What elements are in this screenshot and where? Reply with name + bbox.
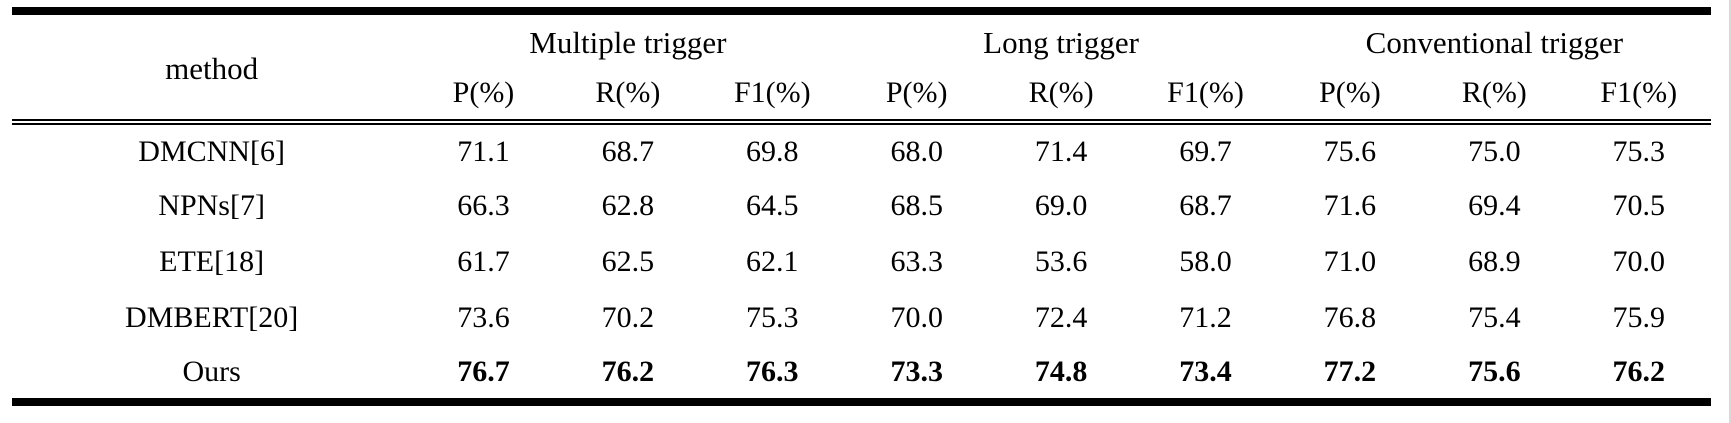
metric-cell: 69.4 xyxy=(1468,189,1521,222)
metric-cell: 66.3 xyxy=(457,189,510,222)
metric-cell: 73.6 xyxy=(457,301,510,334)
metric-cell: 75.6 xyxy=(1468,355,1521,388)
results-table: method Multiple trigger Long trigger Con… xyxy=(12,7,1711,406)
method-column-header: method xyxy=(12,11,412,125)
metric-cell: 76.7 xyxy=(457,355,510,388)
metric-cell: 76.3 xyxy=(746,355,799,388)
metric-cell: 70.0 xyxy=(890,301,943,334)
subheader-precision: P(%) xyxy=(1277,67,1423,125)
subheader-f1: F1(%) xyxy=(1133,67,1278,125)
table-row-ete: ETE[18] 61.7 62.5 62.1 63.3 53.6 58.0 71… xyxy=(12,234,1711,290)
header-group-row: method Multiple trigger Long trigger Con… xyxy=(12,11,1711,125)
metric-cell: 69.8 xyxy=(746,134,799,168)
subheader-precision: P(%) xyxy=(411,67,556,125)
metric-cell: 73.4 xyxy=(1179,355,1232,388)
metric-cell: 75.3 xyxy=(746,301,799,334)
subheader-f1: F1(%) xyxy=(700,67,845,125)
metric-cell: 70.0 xyxy=(1612,245,1666,278)
table-row-npns: NPNs[7] 66.3 62.8 64.5 68.5 69.0 68.7 71… xyxy=(12,178,1711,234)
metric-cell: 71.2 xyxy=(1179,301,1232,334)
subheader-recall: R(%) xyxy=(1422,67,1567,125)
metric-cell: 71.0 xyxy=(1323,245,1377,278)
metric-cell: 76.2 xyxy=(1612,355,1666,388)
metric-cell: 70.2 xyxy=(601,301,655,334)
method-cell: DMCNN[6] xyxy=(138,134,285,168)
column-group-multiple-trigger: Multiple trigger xyxy=(529,25,727,60)
metric-cell: 68.7 xyxy=(1179,189,1232,222)
metric-cell: 75.6 xyxy=(1323,134,1377,168)
method-cell: DMBERT[20] xyxy=(125,301,299,334)
subheader-recall: R(%) xyxy=(988,67,1134,125)
metric-cell: 63.3 xyxy=(890,245,943,278)
table-row-ours: Ours 76.7 76.2 76.3 73.3 74.8 73.4 77.2 … xyxy=(12,346,1711,402)
metric-cell: 76.2 xyxy=(601,355,655,388)
metric-cell: 61.7 xyxy=(457,245,510,278)
method-cell: ETE[18] xyxy=(159,245,265,278)
metric-cell: 69.7 xyxy=(1179,134,1232,168)
metric-cell: 75.9 xyxy=(1612,301,1666,334)
metric-cell: 70.5 xyxy=(1612,189,1666,222)
method-cell: Ours xyxy=(182,355,241,388)
metric-cell: 71.4 xyxy=(1034,134,1088,168)
method-cell: NPNs[7] xyxy=(158,189,265,222)
column-group-conventional-trigger: Conventional trigger xyxy=(1365,25,1624,60)
metric-cell: 58.0 xyxy=(1179,245,1232,278)
metric-cell: 69.0 xyxy=(1034,189,1088,222)
metric-cell: 75.4 xyxy=(1468,301,1521,334)
metric-cell: 68.9 xyxy=(1468,245,1521,278)
metric-cell: 72.4 xyxy=(1034,301,1088,334)
metric-cell: 62.1 xyxy=(746,245,799,278)
metric-cell: 71.6 xyxy=(1323,189,1377,222)
metric-cell: 68.7 xyxy=(601,134,655,168)
subheader-precision: P(%) xyxy=(844,67,989,125)
metric-cell: 76.8 xyxy=(1323,301,1377,334)
metric-cell: 68.5 xyxy=(890,189,943,222)
header-sub-row: P(%) R(%) F1(%) P(%) R(%) F1(%) P(%) R(%… xyxy=(12,67,1711,125)
metric-cell: 53.6 xyxy=(1034,245,1088,278)
metric-cell: 71.1 xyxy=(457,134,510,168)
table-row-dmbert: DMBERT[20] 73.6 70.2 75.3 70.0 72.4 71.2… xyxy=(12,290,1711,346)
metric-cell: 73.3 xyxy=(890,355,943,388)
table-row-dmcnn: DMCNN[6] 71.1 68.7 69.8 68.0 71.4 69.7 7… xyxy=(12,122,1711,178)
metric-cell: 68.0 xyxy=(890,134,943,168)
metric-cell: 62.5 xyxy=(601,245,655,278)
metric-cell: 64.5 xyxy=(746,189,799,222)
subheader-f1: F1(%) xyxy=(1566,67,1711,125)
metric-cell: 75.3 xyxy=(1612,134,1666,168)
column-group-long-trigger: Long trigger xyxy=(983,25,1139,60)
subheader-recall: R(%) xyxy=(555,67,701,125)
metric-cell: 77.2 xyxy=(1323,355,1377,388)
metric-cell: 62.8 xyxy=(601,189,655,222)
metric-cell: 75.0 xyxy=(1468,134,1521,168)
metric-cell: 74.8 xyxy=(1034,355,1088,388)
